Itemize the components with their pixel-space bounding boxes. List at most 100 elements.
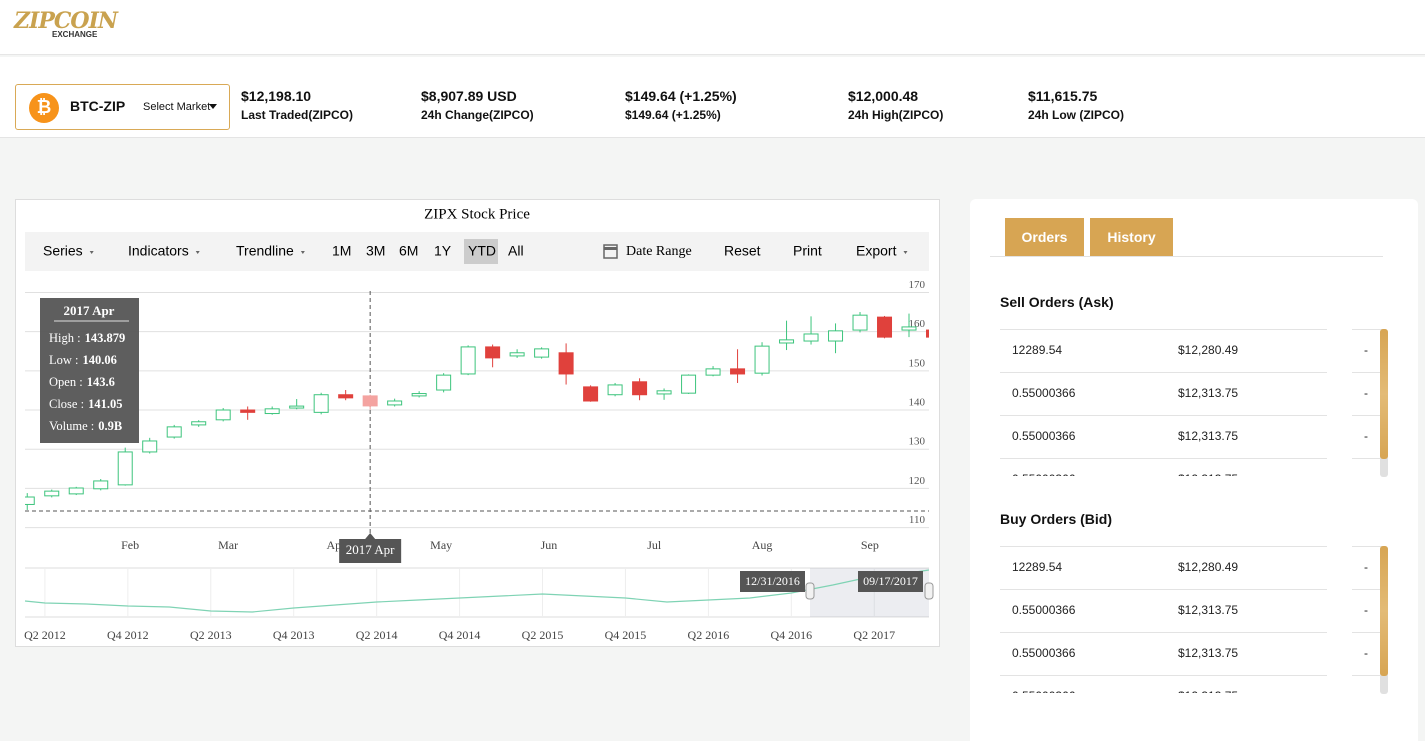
range-button[interactable]: YTD <box>468 243 496 259</box>
tab[interactable]: History <box>1090 218 1173 256</box>
candle-body <box>754 345 770 374</box>
select-market[interactable]: Select Market <box>143 101 211 113</box>
candle-body <box>558 352 574 375</box>
candle-body <box>828 330 844 342</box>
scroll-thumb[interactable] <box>1380 546 1388 676</box>
navigator-range-box <box>740 571 805 592</box>
tooltip-label: Open : <box>49 375 83 389</box>
tooltip-title: 2017 Apr <box>64 303 115 318</box>
navigator-tick-label: Q4 2014 <box>439 628 481 642</box>
crosshair-label: 2017 Apr <box>346 542 395 557</box>
x-tick-label: May <box>430 538 452 552</box>
caret <box>903 251 908 254</box>
row-line <box>1352 589 1382 590</box>
row-line <box>1000 372 1327 373</box>
row-line <box>1000 589 1327 590</box>
date-range-button[interactable]: Date Range <box>626 244 692 259</box>
candle-body <box>264 408 280 415</box>
row-line <box>1000 546 1327 547</box>
order-table: 12289.54 $12,280.49 - 0.55000366 $12,313.75 -… <box>1000 546 1390 693</box>
ticker-label: Last Traded(ZIPCO) <box>241 108 354 122</box>
market-selector[interactable]: ₿ BTC-ZIP Select Market <box>15 84 230 130</box>
navigator-range-box <box>858 571 923 592</box>
order-cell: - <box>1364 472 1368 476</box>
candle-body <box>485 346 501 359</box>
candle-body <box>681 374 697 394</box>
candle-body <box>68 487 84 495</box>
order-cell: 12289.54 <box>1012 343 1063 357</box>
candle-body <box>852 314 868 331</box>
tooltip-label: Close : <box>49 397 84 411</box>
tooltip-value: 141.05 <box>88 397 122 411</box>
logo-sub: EXCHANGE <box>52 30 98 39</box>
row-line <box>1000 632 1327 633</box>
navigator-range-label: 09/17/2017 <box>863 574 918 588</box>
scroll-thumb[interactable] <box>1380 329 1388 459</box>
candle-body <box>44 490 60 497</box>
tooltip-value: 0.9B <box>98 419 122 433</box>
logo[interactable]: ZIPCOIN <box>14 8 118 34</box>
menu-button[interactable]: Indicators <box>128 243 189 259</box>
navigator-tick-label: Q2 2016 <box>688 628 730 642</box>
candle-body <box>338 394 354 399</box>
market-pair: BTC-ZIP <box>70 98 126 114</box>
navigator-tick-label: Q4 2013 <box>273 628 315 642</box>
order-cell: $12,313.75 <box>1178 689 1238 693</box>
row-line <box>1352 415 1382 416</box>
order-cell: $12,313.75 <box>1178 646 1239 660</box>
ticker-label: $149.64 (+1.25%) <box>625 108 721 122</box>
navigator-handle[interactable] <box>924 582 934 600</box>
ticker-value: $12,198.10 <box>241 88 312 104</box>
candle-body <box>240 409 256 413</box>
ticker-bar: ₿ BTC-ZIP Select Market $12,198.10 Last T… <box>0 57 1425 138</box>
toolbar-button[interactable]: Reset <box>724 243 761 259</box>
order-cell: 0.55000366 <box>1012 386 1076 400</box>
range-button[interactable]: 6M <box>399 243 418 259</box>
order-cell: - <box>1364 429 1368 443</box>
y-tick-label: 150 <box>909 357 926 369</box>
menu-button[interactable]: Series <box>43 243 83 259</box>
navigator-tick-label: Q4 2015 <box>605 628 647 642</box>
section-title: Buy Orders (Bid) <box>1000 511 1113 527</box>
candle-body <box>362 395 378 407</box>
candle-body <box>460 346 476 375</box>
candle-body <box>215 409 231 421</box>
row-line <box>1352 632 1382 633</box>
candle-body <box>509 352 525 357</box>
tab[interactable]: Orders <box>1005 218 1084 256</box>
order-cell: 0.55000366 <box>1012 646 1076 660</box>
toolbar-button[interactable]: Print <box>793 243 822 259</box>
x-tick-label: Mar <box>218 538 238 552</box>
navigator-handle[interactable] <box>805 582 815 600</box>
crosshair-label-arrow <box>365 533 376 539</box>
range-button[interactable]: 1M <box>332 243 351 259</box>
tooltip-value: 143.879 <box>85 331 126 345</box>
export-button[interactable]: Export <box>856 243 897 259</box>
y-tick-label: 130 <box>909 436 926 448</box>
tooltip-value: 143.6 <box>87 375 115 389</box>
range-selected <box>464 239 498 264</box>
order-table: 12289.54 $12,280.49 - 0.55000366 $12,313.75 -… <box>1000 329 1390 476</box>
plot <box>25 312 929 510</box>
chart-panel: ZIPX Stock Price Series Indicators Trendli… <box>15 199 940 647</box>
range-button[interactable]: 1Y <box>434 243 452 259</box>
range-button[interactable]: All <box>508 243 524 259</box>
candle-body <box>877 316 893 338</box>
range-button[interactable]: 3M <box>366 243 385 259</box>
candle-body <box>191 421 207 426</box>
order-cell: 0.55000366 <box>1012 429 1076 443</box>
candle-body <box>607 384 623 396</box>
candle-body <box>436 374 452 391</box>
candle-body <box>632 381 648 396</box>
section-title: Sell Orders (Ask) <box>1000 294 1114 310</box>
tooltip-box <box>40 298 139 443</box>
navigator-tick-label: Q2 2015 <box>522 628 564 642</box>
candle-body <box>534 348 550 358</box>
menu-button[interactable]: Trendline <box>236 243 294 259</box>
tooltip-label: Volume : <box>49 419 94 433</box>
tooltip-label: High : <box>49 331 81 345</box>
ticker-label: 24h Low (ZIPCO) <box>1028 108 1124 122</box>
row-line <box>1352 372 1382 373</box>
ticker-label: 24h High(ZIPCO) <box>848 108 944 122</box>
